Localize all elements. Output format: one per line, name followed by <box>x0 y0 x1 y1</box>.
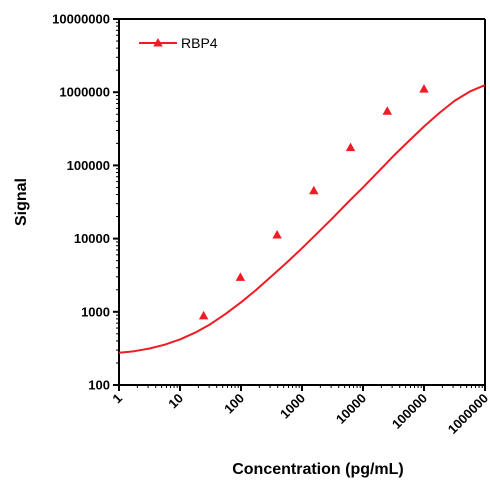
y-tick-label: 10000000 <box>52 12 110 27</box>
legend: RBP4 <box>139 35 218 51</box>
y-axis-ticks: 100 1000 10000 100000 1000000 10000000 <box>52 12 119 393</box>
x-tick-label: 1000 <box>277 391 308 422</box>
legend-label: RBP4 <box>181 35 218 51</box>
y-tick-label: 1000 <box>81 304 110 319</box>
x-tick-label: 1000000 <box>445 391 490 437</box>
x-tick-label: 10000 <box>333 391 369 427</box>
data-point-marker <box>382 106 393 115</box>
x-axis-title: Concentration (pg/mL) <box>232 461 404 478</box>
x-tick-label: 100000 <box>389 391 430 432</box>
x-tick-label: 1 <box>109 391 125 407</box>
y-axis-title: Signal <box>13 178 30 226</box>
legend-marker-triangle <box>153 38 163 47</box>
data-point-marker <box>309 185 319 195</box>
x-tick-label: 100 <box>221 391 247 417</box>
y-tick-label: 100 <box>88 378 110 393</box>
data-point-marker <box>345 142 356 152</box>
y-tick-label: 1000000 <box>59 85 110 100</box>
data-point-marker <box>198 310 209 320</box>
plot-area-frame <box>118 18 486 386</box>
data-point-marker <box>419 84 429 93</box>
series-line <box>118 84 486 354</box>
x-tick-label: 10 <box>165 391 186 412</box>
series-layer <box>118 84 486 354</box>
data-point-marker <box>235 272 246 281</box>
y-tick-label: 100000 <box>67 158 110 173</box>
data-point-marker <box>272 229 282 239</box>
y-tick-label: 10000 <box>74 231 110 246</box>
x-axis-ticks: 1 10 100 1000 10000 100000 1000000 <box>109 385 490 437</box>
